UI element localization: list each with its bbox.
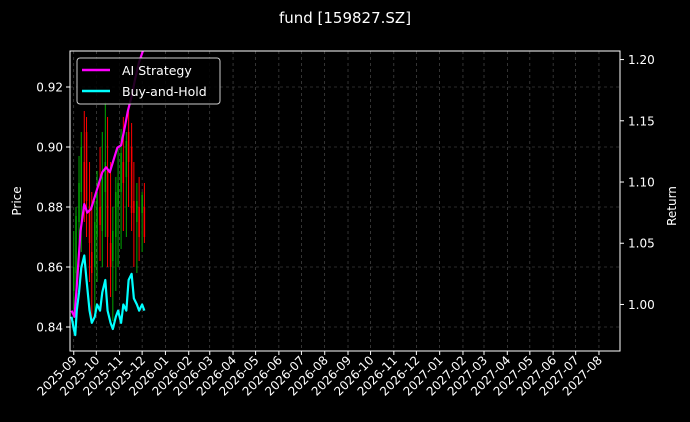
candle-body	[115, 192, 117, 237]
candle-body	[94, 222, 96, 267]
candle-body	[106, 171, 109, 237]
candle-body	[109, 243, 112, 267]
y-tick-label: 0.92	[36, 81, 63, 95]
candle-body	[85, 132, 88, 201]
candle-body	[78, 183, 80, 222]
y2-tick-label: 1.00	[628, 298, 655, 312]
y-axis-label: Price	[10, 186, 24, 215]
candle-body	[130, 147, 133, 213]
plot-frame	[69, 50, 621, 352]
candle-body	[133, 201, 135, 213]
right-axis: 1.00 1.05 1.10 1.15 1.20	[620, 53, 655, 312]
candle-body	[120, 153, 122, 192]
candle-body	[96, 192, 98, 237]
candle-body	[88, 207, 91, 243]
y-tick-label: 0.88	[36, 201, 63, 215]
y2-axis-label: Return	[665, 186, 679, 226]
left-axis: 0.84 0.86 0.88 0.90 0.92	[36, 81, 70, 335]
candle-body	[104, 162, 107, 192]
candle-body	[136, 201, 138, 222]
candle-body	[141, 195, 143, 213]
legend-label-buy-and-hold: Buy-and-Hold	[122, 84, 207, 99]
legend-label-ai-strategy: AI Strategy	[122, 63, 192, 78]
y-tick-label: 0.84	[36, 321, 63, 335]
legend: AI Strategy Buy-and-Hold	[76, 57, 221, 105]
candle-body	[73, 267, 75, 291]
candle-body	[101, 177, 104, 231]
candle-body	[99, 207, 101, 225]
buy-and-hold-line	[70, 254, 146, 337]
candle-body	[143, 207, 146, 237]
y2-tick-label: 1.15	[628, 114, 655, 128]
legend-box	[76, 57, 221, 105]
candle-body	[80, 147, 83, 192]
y2-tick-label: 1.10	[628, 176, 655, 190]
candle-body	[138, 207, 140, 237]
chart-title: fund [159827.SZ]	[279, 9, 411, 27]
y-tick-label: 0.86	[36, 261, 63, 275]
candle-body	[112, 231, 114, 261]
candle-body	[91, 252, 93, 273]
y2-tick-label: 1.20	[628, 53, 655, 67]
y2-tick-label: 1.05	[628, 237, 655, 251]
y-tick-label: 0.90	[36, 141, 63, 155]
candle-body	[75, 216, 77, 273]
candle-body	[127, 132, 130, 162]
candle-body	[122, 162, 125, 183]
candle-body	[83, 162, 86, 207]
candle-body	[117, 183, 119, 207]
candle-body	[125, 141, 128, 177]
